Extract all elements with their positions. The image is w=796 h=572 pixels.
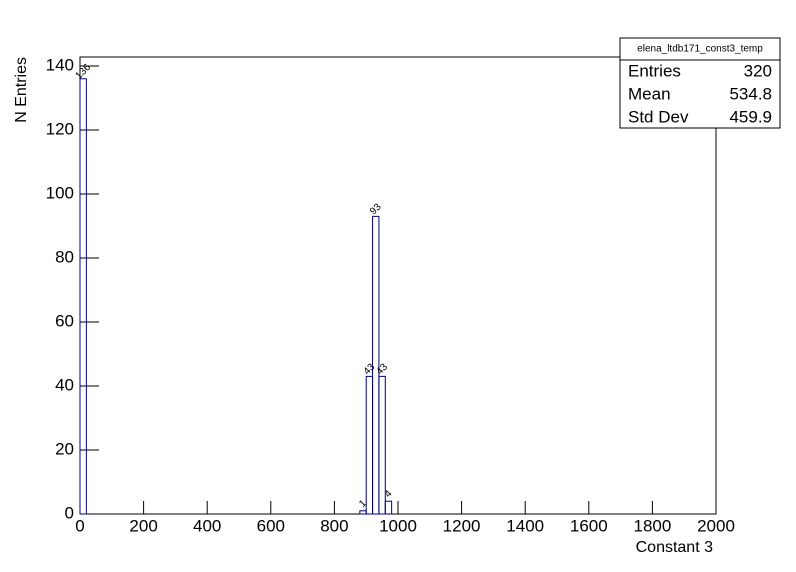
stats-label: Std Dev <box>628 107 689 126</box>
x-tick-label: 200 <box>129 516 157 535</box>
bar <box>384 500 393 515</box>
x-tick-label: 600 <box>257 516 285 535</box>
stats-title: elena_ltdb171_const3_temp <box>637 44 763 55</box>
data-label: 4 <box>383 488 395 500</box>
x-tick-label: 1600 <box>570 516 608 535</box>
y-tick-label: 60 <box>55 311 74 330</box>
y-tick-label: 120 <box>46 119 74 138</box>
bar <box>79 78 87 515</box>
x-tick-label: 1200 <box>443 516 481 535</box>
y-tick-label: 20 <box>55 439 74 458</box>
stats-value: 459.9 <box>729 107 772 126</box>
y-tick-label: 140 <box>46 55 74 74</box>
stats-box: elena_ltdb171_const3_temp Entries 320 Me… <box>619 37 781 129</box>
data-label: 136 <box>73 62 93 82</box>
x-axis-title: Constant 3 <box>636 539 713 556</box>
x-tick-label: 1400 <box>506 516 544 535</box>
bar <box>359 510 367 515</box>
stats-label: Mean <box>628 84 671 103</box>
x-tick-label: 2000 <box>697 516 735 535</box>
data-label: 1 <box>357 498 369 510</box>
x-tick-label: 800 <box>320 516 348 535</box>
data-label: 93 <box>368 201 384 217</box>
stats-value: 320 <box>744 61 772 80</box>
x-tick-label: 1800 <box>633 516 671 535</box>
stats-frame <box>619 37 781 129</box>
bar <box>372 215 380 515</box>
stats-label: Entries <box>628 61 681 80</box>
y-axis-title: N Entries <box>13 57 30 123</box>
x-tick-label: 1000 <box>379 516 417 535</box>
y-tick-label: 40 <box>55 375 74 394</box>
x-tick-label: 0 <box>75 516 84 535</box>
bar <box>378 375 386 515</box>
x-tick-label: 400 <box>193 516 221 535</box>
data-label: 43 <box>374 361 390 377</box>
bar <box>365 375 374 515</box>
y-tick-label: 0 <box>65 503 74 522</box>
stats-value: 534.8 <box>729 84 772 103</box>
y-tick-label: 100 <box>46 183 74 202</box>
y-tick-label: 80 <box>55 247 74 266</box>
